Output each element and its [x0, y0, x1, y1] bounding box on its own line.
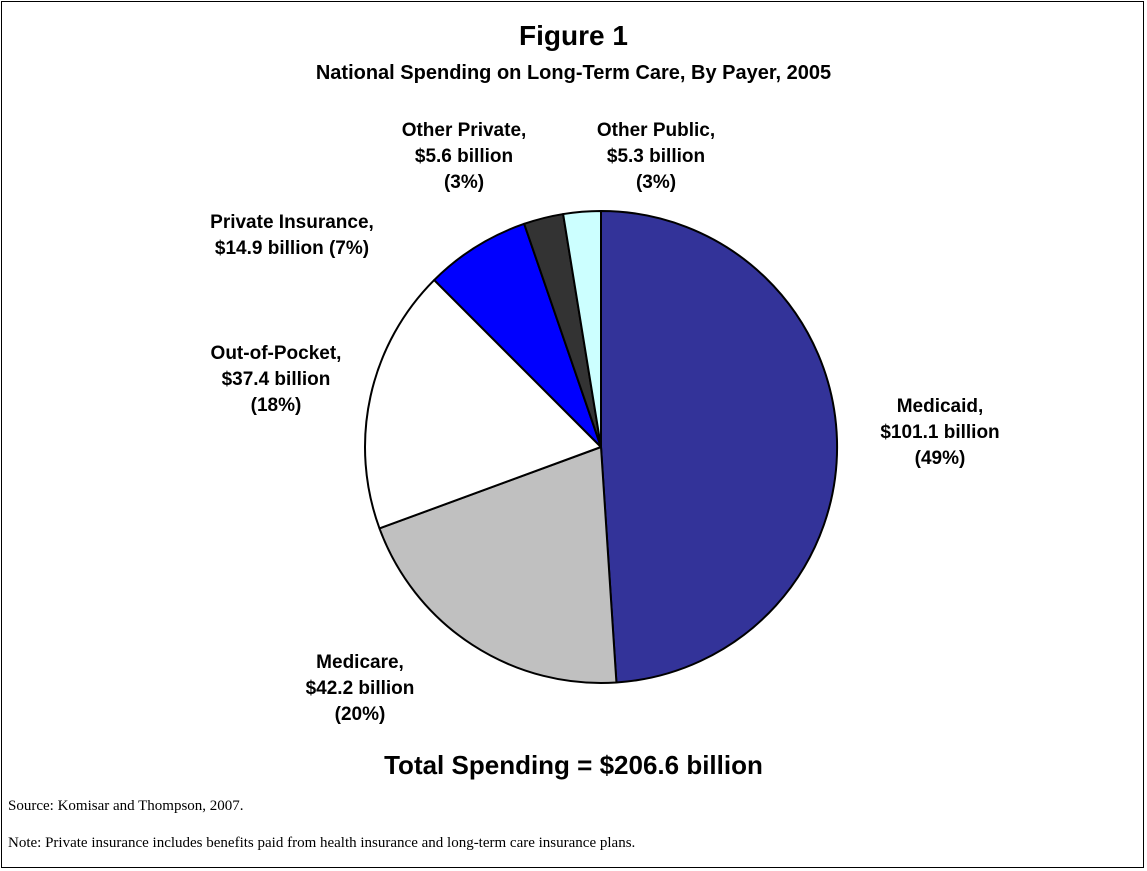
slice-label-line: Medicare, [316, 652, 404, 673]
slice-label-line: (3%) [636, 172, 676, 193]
slice-label-line: $37.4 billion [222, 369, 331, 390]
pie-slices [364, 210, 839, 684]
slice-label-other-private: Other Private, $5.6 billion (3%) [402, 120, 527, 193]
slice-label-line: Other Private, [402, 120, 527, 141]
slice-label-line: $42.2 billion [306, 678, 415, 699]
slice-label-medicare: Medicare, $42.2 billion (20%) [306, 652, 415, 725]
slice-label-line: $5.6 billion [415, 146, 513, 167]
pie-chart: Medicaid, $101.1 billion (49%) Medicare, $42… [210, 120, 1000, 725]
pie-labels: Medicaid, $101.1 billion (49%) Medicare, $42… [210, 120, 1000, 725]
slice-label-line: (20%) [335, 704, 386, 725]
source-note: Source: Komisar and Thompson, 2007. [8, 798, 244, 814]
slice-label-line: $101.1 billion [880, 422, 999, 443]
slice-label-line: $5.3 billion [607, 146, 705, 167]
slice-label-medicaid: Medicaid, $101.1 billion (49%) [880, 396, 999, 469]
slice-label-line: (3%) [444, 172, 484, 193]
slice-label-line: Other Public, [597, 120, 715, 141]
slice-label-line: $14.9 billion (7%) [215, 238, 369, 259]
pie-slice-medicaid [600, 210, 839, 684]
pie-slice-medicare [378, 446, 618, 684]
slice-label-line: Private Insurance, [210, 212, 374, 233]
slice-label-other-public: Other Public, $5.3 billion (3%) [597, 120, 715, 193]
total-spending: Total Spending = $206.6 billion [384, 750, 763, 780]
slice-label-line: (49%) [915, 448, 966, 469]
pie-slice-other-public [562, 210, 602, 448]
slice-label-line: Medicaid, [897, 396, 984, 417]
slice-label-line: Out-of-Pocket, [211, 343, 342, 364]
chart-subtitle: National Spending on Long-Term Care, By … [315, 62, 832, 84]
pie-slice-private-insurance [433, 222, 602, 448]
chart-title: Figure 1 [519, 20, 628, 51]
pie-slice-out-of-pocket [364, 279, 602, 530]
slice-label-line: (18%) [251, 395, 302, 416]
slice-label-private-insurance: Private Insurance, $14.9 billion (7%) [210, 212, 374, 259]
slice-label-out-of-pocket: Out-of-Pocket, $37.4 billion (18%) [211, 343, 342, 416]
footnote-note: Note: Private insurance includes benefit… [8, 835, 636, 851]
